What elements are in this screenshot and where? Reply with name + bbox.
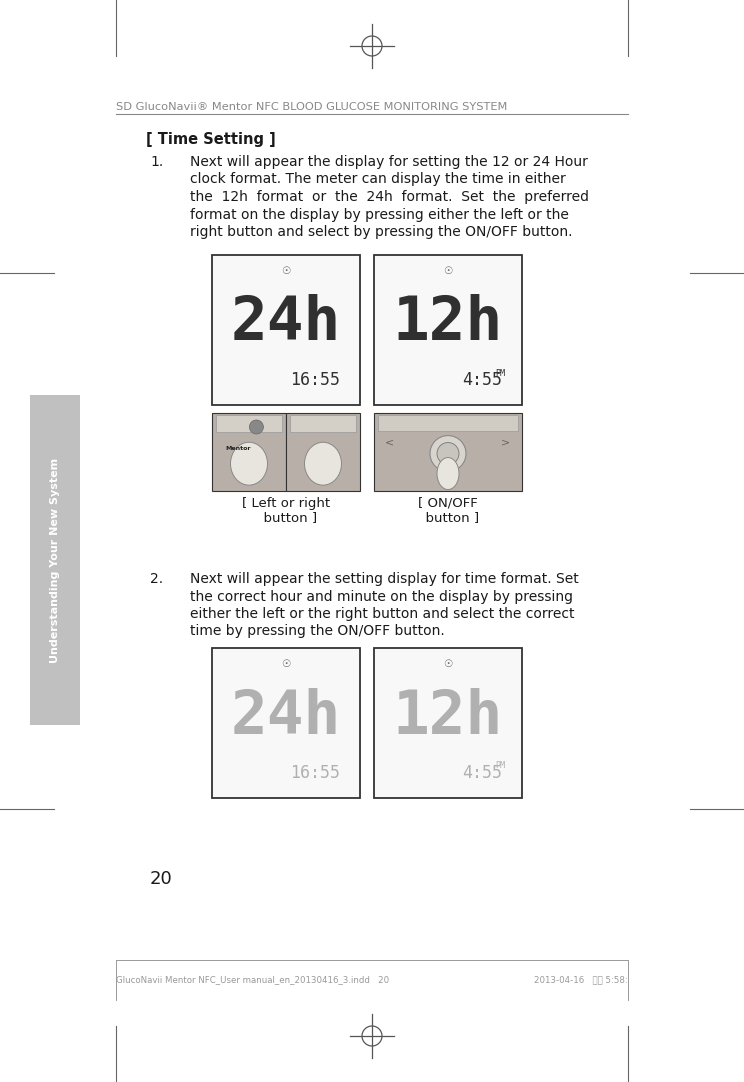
Circle shape (437, 443, 459, 464)
Text: 24h: 24h (231, 687, 341, 747)
Bar (286, 413, 360, 491)
Text: Mentor: Mentor (225, 446, 251, 450)
Text: button ]: button ] (417, 511, 479, 524)
Text: PM: PM (495, 369, 505, 378)
Bar (212, 413, 286, 491)
Text: right button and select by pressing the ON/OFF button.: right button and select by pressing the … (190, 225, 572, 239)
Text: 24h: 24h (231, 294, 341, 354)
Text: Next will appear the display for setting the 12 or 24 Hour: Next will appear the display for setting… (190, 155, 588, 169)
Text: 1.: 1. (150, 155, 163, 169)
Text: format on the display by pressing either the left or the: format on the display by pressing either… (190, 208, 569, 222)
Bar (374, 255, 522, 405)
Text: ☉: ☉ (443, 266, 452, 276)
Text: <: < (385, 437, 394, 448)
Bar (374, 413, 522, 491)
Text: 4:55: 4:55 (462, 371, 502, 390)
Ellipse shape (304, 443, 341, 485)
Text: PM: PM (495, 762, 505, 770)
Text: Next will appear the setting display for time format. Set: Next will appear the setting display for… (190, 572, 579, 586)
Text: 12h: 12h (393, 294, 503, 354)
Text: clock format. The meter can display the time in either: clock format. The meter can display the … (190, 172, 565, 186)
Text: time by pressing the ON/OFF button.: time by pressing the ON/OFF button. (190, 624, 445, 638)
Text: 20: 20 (150, 870, 173, 888)
Text: the  12h  format  or  the  24h  format.  Set  the  preferred: the 12h format or the 24h format. Set th… (190, 190, 589, 204)
Bar (212, 648, 360, 799)
Text: the correct hour and minute on the display by pressing: the correct hour and minute on the displ… (190, 590, 573, 604)
Text: [ ON/OFF: [ ON/OFF (418, 497, 478, 510)
Text: GlucoNavii Mentor NFC_User manual_en_20130416_3.indd   20: GlucoNavii Mentor NFC_User manual_en_201… (116, 975, 389, 984)
Text: 4:55: 4:55 (462, 764, 502, 782)
Circle shape (249, 420, 263, 434)
Bar (30, 395, 80, 725)
Bar (374, 648, 522, 799)
Bar (378, 415, 518, 431)
Text: [ Time Setting ]: [ Time Setting ] (146, 132, 276, 147)
Text: [ Left or right: [ Left or right (242, 497, 330, 510)
Text: 2.: 2. (150, 572, 163, 586)
Text: 12h: 12h (393, 687, 503, 747)
Circle shape (430, 436, 466, 472)
Text: 16:55: 16:55 (290, 764, 340, 782)
Ellipse shape (437, 458, 459, 489)
Text: ☉: ☉ (281, 266, 291, 276)
Text: ☉: ☉ (281, 659, 291, 669)
Bar (290, 415, 356, 432)
Text: ☉: ☉ (443, 659, 452, 669)
Text: 2013-04-16   오후 5:58:: 2013-04-16 오후 5:58: (534, 975, 628, 984)
Text: >: > (501, 437, 510, 448)
Text: 16:55: 16:55 (290, 371, 340, 390)
Bar (216, 415, 282, 432)
Bar (212, 255, 360, 405)
Text: SD GlucoNavii® Mentor NFC BLOOD GLUCOSE MONITORING SYSTEM: SD GlucoNavii® Mentor NFC BLOOD GLUCOSE … (116, 102, 507, 113)
Text: Understanding Your New System: Understanding Your New System (50, 458, 60, 662)
Ellipse shape (231, 443, 268, 485)
Text: either the left or the right button and select the correct: either the left or the right button and … (190, 607, 574, 621)
Text: button ]: button ] (255, 511, 317, 524)
